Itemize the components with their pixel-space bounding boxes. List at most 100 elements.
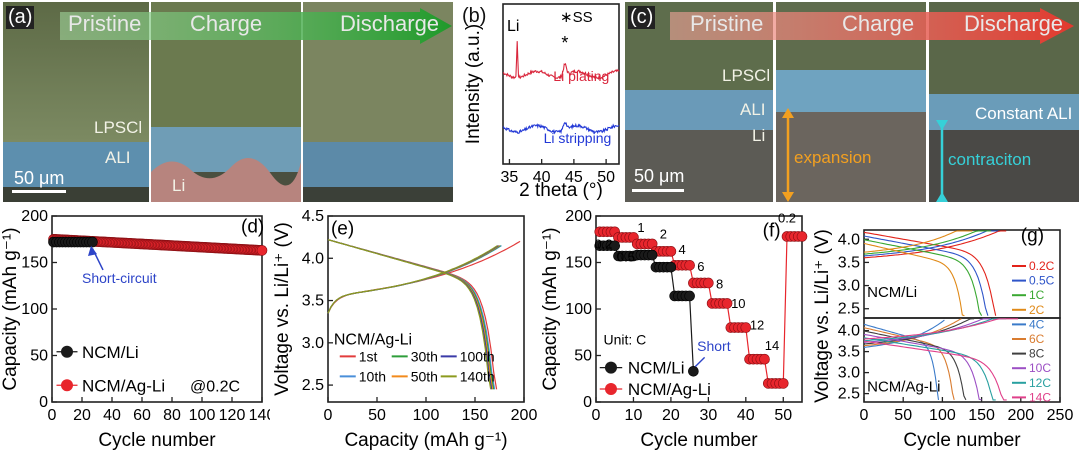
- b-trace-label-plating: Li plating: [553, 68, 609, 84]
- b-series-li-plating: [502, 41, 620, 80]
- g-top-ytick-label: 3.5: [838, 254, 860, 271]
- g-legend-label-0.2C: 0.2C: [1029, 259, 1055, 273]
- d-xlabel: Cycle number: [98, 430, 216, 451]
- d-legend-label-ncm-li: NCM/Li: [82, 343, 139, 362]
- panel-c-title-pristine: Pristine: [690, 11, 764, 36]
- g-legend-label-8C: 8C: [1029, 347, 1045, 361]
- g-bottom-ytick-label: 3.5: [838, 344, 860, 361]
- g-top-discharge-0.5C: [863, 235, 989, 316]
- panel-a-layer-li: Li: [172, 176, 186, 195]
- e-legend-label-140th: 140th: [460, 368, 495, 384]
- g-bottom-charge-12C: [863, 318, 1007, 342]
- d-xtick-label: 40: [103, 407, 121, 424]
- f-xtick-label: 50: [774, 407, 792, 424]
- f-point-ncm-li: [684, 290, 695, 302]
- f-ytick-label: 50: [574, 348, 592, 365]
- g-panel-label: (g): [1021, 226, 1044, 247]
- d-ytick-label: 200: [21, 210, 48, 225]
- f-legend-label-ncm-li: NCM/Li: [628, 359, 685, 378]
- g-bottom-charge-14C: [863, 318, 1019, 340]
- f-point-ncm-li: [609, 240, 621, 252]
- f-ytick-label: 150: [565, 255, 592, 272]
- f-point-ncm-li: [665, 261, 677, 273]
- e-ytick-label: 3.0: [302, 335, 324, 352]
- e-cell-label: NCM/Ag-Li: [334, 332, 412, 349]
- g-bottom-ytick-label: 3.0: [838, 365, 860, 382]
- g-bottom-xtick-label: 250: [1047, 407, 1074, 424]
- f-rate-label: 0.5: [617, 250, 635, 265]
- g-top-discharge-1C: [863, 239, 983, 316]
- f-ytick-label: 100: [565, 301, 592, 318]
- g-ylabel: Voltage vs. Li/Li⁺ (V): [812, 229, 833, 403]
- g-bottom-xtick-label: 100: [929, 407, 956, 424]
- d-annotation-arrowhead: [88, 245, 97, 256]
- d-panel-label: (d): [241, 217, 264, 238]
- panel-b-legend-star: ∗SS: [560, 9, 593, 26]
- panel-c-annotation-constant: Constant ALI: [975, 104, 1073, 123]
- panel-a-label: (a): [6, 6, 35, 29]
- panel-c-title-discharge: Discharge: [964, 11, 1064, 36]
- panel-a-layer-lpsci: LPSCl: [94, 118, 143, 137]
- f-point-ncm-ag-li: [740, 322, 752, 333]
- f-rate-label: 2: [660, 226, 667, 241]
- g-legend-label-6C: 6C: [1029, 332, 1045, 346]
- g-legend-label-12C: 12C: [1029, 376, 1051, 390]
- f-xtick-label: 20: [662, 407, 680, 424]
- f-point-ncm-ag-li: [796, 231, 808, 242]
- g-legend-label-14C: 14C: [1029, 390, 1051, 404]
- b-xlabel: 2 theta (°): [519, 180, 603, 200]
- g-bottom-ytick-label: 4.0: [838, 323, 860, 340]
- f-ytick-label: 200: [565, 210, 592, 225]
- f-xtick-label: 30: [699, 407, 717, 424]
- g-legend-label-10C: 10C: [1029, 361, 1051, 375]
- f-xtick-label: 10: [625, 407, 643, 424]
- b-xtick-label: 35: [501, 169, 519, 186]
- g-bottom-ytick-label: 2.5: [838, 386, 860, 403]
- panel-a-layer-ali: ALI: [105, 148, 131, 167]
- f-ylabel: Capacity (mAh g⁻¹): [540, 227, 561, 390]
- e-xtick-label: 0: [324, 407, 333, 424]
- panel-b-chart: 35 40 45 502 theta (°) Intensity (a.u.) Li * Li…: [463, 3, 620, 200]
- e-xlabel: Capacity (mAh g⁻¹): [344, 430, 507, 451]
- panel-c-arrow: [670, 8, 1074, 44]
- panel-c-scalebar: [632, 189, 684, 192]
- g-top-charge-1C: [863, 230, 991, 255]
- f-rate-label: 6: [697, 259, 704, 274]
- d-ytick-label: 100: [21, 301, 48, 318]
- f-point-ncm-li: [688, 366, 699, 377]
- f-rate-label: 12: [750, 317, 764, 332]
- e-ylabel: Voltage vs. Li/Li⁺ (V): [272, 222, 293, 396]
- d-legend-label-ncm-ag-li: NCM/Ag-Li: [82, 376, 165, 395]
- d-xtick-label: 80: [163, 407, 181, 424]
- b-ylabel: Intensity (a.u.): [463, 24, 484, 144]
- e-xtick-label: 200: [511, 407, 538, 424]
- e-panel-label: (e): [331, 219, 354, 240]
- e-discharge-140th: [327, 239, 492, 390]
- f-rate-label: 8: [716, 277, 723, 292]
- g-bottom-xtick-label: 50: [894, 407, 912, 424]
- panel-a-arrow: [60, 8, 452, 44]
- panel-c-layer-li: Li: [752, 126, 766, 145]
- f-unit-label: Unit: C: [603, 331, 646, 347]
- g-bottom-discharge-14C: [863, 340, 1007, 401]
- e-legend-label-50th: 50th: [411, 368, 438, 384]
- b-xtick-label: 50: [597, 169, 615, 186]
- d-xtick-label: 60: [133, 407, 151, 424]
- g-bottom-cell-label: NCM/Ag-Li: [867, 379, 940, 396]
- e-charge-140th: [327, 245, 498, 314]
- e-legend-label-10th: 10th: [359, 368, 386, 384]
- b-xtick-label: 40: [533, 169, 551, 186]
- e-legend-label-100th: 100th: [460, 348, 495, 364]
- g-top-discharge-0.2C: [863, 231, 997, 316]
- f-rate-label: 1: [637, 220, 644, 235]
- panel-a-title-pristine: Pristine: [68, 11, 142, 36]
- g-bottom-xtick-label: 150: [968, 407, 995, 424]
- e-legend-label-30th: 30th: [411, 348, 438, 364]
- b-li-peak-label: Li: [507, 18, 519, 35]
- f-rate-label: 10: [731, 296, 745, 311]
- g-legend-label-2C: 2C: [1029, 303, 1045, 317]
- f-panel-label: (f): [763, 220, 781, 241]
- panel-c-layer-ali: ALI: [740, 100, 766, 119]
- g-bottom-discharge-12C: [863, 337, 996, 401]
- d-xtick-label: 100: [189, 407, 216, 424]
